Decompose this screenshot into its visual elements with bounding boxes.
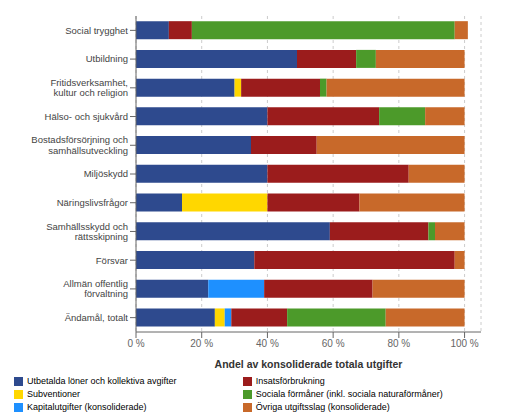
html-text:Kapitalutgifter (konsoliderade: Kapitalutgifter (konsoliderade) [27, 402, 147, 412]
svg-text:Försvar: Försvar [96, 255, 128, 266]
svg-text:Utbildning: Utbildning [86, 53, 128, 64]
svg-text:20 %: 20 % [190, 338, 213, 349]
html-text:Subventioner: Subventioner [27, 389, 80, 399]
html-text:Sociala förmåner (inkl. social: Sociala förmåner (inkl. sociala naturafö… [255, 389, 443, 399]
svg-text:60 %: 60 % [322, 338, 345, 349]
svg-text:80 %: 80 % [387, 338, 410, 349]
svg-text:Allmän offentligförvaltning: Allmän offentligförvaltning [63, 278, 128, 299]
html-text:Utbetalda löner och kollektiva: Utbetalda löner och kollektiva avgifter [27, 376, 177, 386]
svg-text:Andel av konsoliderade totala: Andel av konsoliderade totala utgifter [215, 358, 403, 370]
html-text:Övriga utgiftsslag (konsolider: Övriga utgiftsslag (konsoliderade) [255, 402, 390, 412]
svg-text:Hälso- och sjukvård: Hälso- och sjukvård [45, 111, 128, 122]
svg-text:Samhällsskydd ochrättsskipning: Samhällsskydd ochrättsskipning [46, 221, 128, 242]
svg-text:0 %: 0 % [127, 338, 144, 349]
svg-text:Social trygghet: Social trygghet [65, 25, 128, 36]
html-text:Insatsförbrukning: Insatsförbrukning [255, 376, 325, 386]
svg-text:Miljöskydd: Miljöskydd [84, 168, 128, 179]
svg-text:Ändamål, totalt: Ändamål, totalt [65, 312, 129, 323]
svg-text:Fritidsverksamhet,kultur och r: Fritidsverksamhet,kultur och religion [50, 77, 128, 98]
svg-text:40 %: 40 % [256, 338, 279, 349]
svg-text:100 %: 100 % [450, 338, 478, 349]
svg-text:Bostadsförsörjning ochsamhälls: Bostadsförsörjning ochsamhällsutveckling [31, 134, 128, 155]
svg-text:Näringslivsfrågor: Näringslivsfrågor [57, 197, 128, 208]
